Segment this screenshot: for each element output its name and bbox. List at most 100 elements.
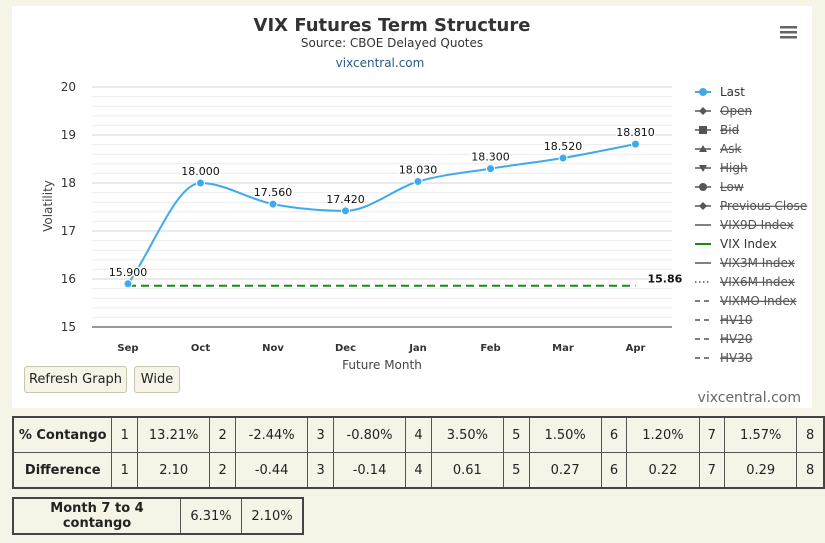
chart-panel: VIX Futures Term Structure Source: CBOE … (12, 6, 812, 408)
month-7-to-4-row: Month 7 to 4 contango 6.31% 2.10% (12, 497, 304, 535)
legend-label: Ask (720, 142, 741, 156)
contango-cell: 1.50% (528, 416, 602, 453)
month-number: 7 (698, 416, 726, 453)
legend-item[interactable]: Open (695, 104, 752, 118)
contango-row: % Contango 1 13.21% 2 -2.44% 3 -0.80% 4 … (12, 416, 825, 453)
last-data-point[interactable] (123, 279, 133, 289)
legend-item[interactable]: Ask (695, 142, 741, 156)
legend-label: VIX6M Index (720, 275, 795, 289)
contango-stats-table: % Contango 1 13.21% 2 -2.44% 3 -0.80% 4 … (12, 416, 825, 489)
legend-item[interactable]: VIX3M Index (695, 256, 795, 270)
wide-button[interactable]: Wide (134, 366, 180, 393)
last-data-label: 18.030 (399, 164, 438, 177)
difference-header: Difference (12, 452, 113, 489)
hamburger-menu-icon[interactable] (778, 23, 798, 41)
y-tick-label: 19 (61, 128, 76, 142)
last-data-point[interactable] (558, 153, 568, 163)
legend-label: Low (720, 180, 744, 194)
legend-item[interactable]: Bid (695, 123, 739, 137)
legend-item[interactable]: VIXMO Index (695, 294, 797, 308)
y-tick-label: 16 (61, 272, 76, 286)
chart-credit[interactable]: vixcentral.com (698, 390, 801, 406)
contango-cell: -2.44% (234, 416, 309, 453)
month-number: 4 (405, 416, 432, 453)
month-7-to-4-difference: 2.10% (241, 497, 304, 535)
last-data-point[interactable] (196, 178, 205, 188)
legend-item[interactable]: VIX6M Index (695, 275, 795, 289)
legend-label: HV20 (720, 332, 753, 346)
month-7-to-4-label: Month 7 to 4 contango (12, 497, 181, 535)
month-number: 5 (502, 452, 530, 489)
legend-circle-marker-icon (699, 183, 707, 191)
x-tick-label: Feb (480, 343, 500, 354)
contango-cell: 1.57% (724, 416, 798, 453)
x-tick-label: Oct (191, 343, 210, 354)
x-tick-label: Apr (626, 343, 646, 354)
refresh-graph-button[interactable]: Refresh Graph (24, 366, 127, 393)
legend-item[interactable]: Low (695, 180, 744, 194)
legend-label: Last (720, 85, 745, 99)
legend-item[interactable]: Previous Close (695, 199, 807, 213)
vix-index-data-label: 15.86 (648, 273, 683, 286)
x-tick-label: Jan (408, 343, 427, 354)
legend-label: Bid (720, 123, 739, 137)
last-data-point[interactable] (631, 139, 640, 149)
difference-cell: 0.27 (528, 452, 602, 489)
legend-item[interactable]: HV30 (695, 351, 753, 365)
month-7-to-4-table: Month 7 to 4 contango 6.31% 2.10% (12, 497, 304, 535)
legend-circle-marker-icon (699, 88, 707, 96)
last-data-point[interactable] (341, 206, 350, 216)
month-number: 6 (600, 416, 628, 453)
difference-cell: -0.14 (332, 452, 407, 489)
legend-square-marker-icon (699, 126, 707, 134)
contango-cell: 13.21% (136, 416, 211, 453)
month-number: 2 (209, 416, 236, 453)
legend-item[interactable]: VIX Index (695, 237, 777, 251)
legend-triangle-marker-icon (699, 145, 707, 152)
legend-item[interactable]: HV10 (695, 313, 753, 327)
month-number: 1 (111, 452, 138, 489)
legend-label: HV10 (720, 313, 753, 327)
source-link[interactable]: vixcentral.com (336, 56, 425, 70)
chart-subtitle: Source: CBOE Delayed Quotes (301, 36, 483, 50)
legend-diamond-marker-icon (699, 202, 707, 210)
contango-cell: 3.50% (430, 416, 504, 453)
legend-item[interactable]: VIX9D Index (695, 218, 794, 232)
month-number: 6 (600, 452, 628, 489)
legend-item[interactable]: High (695, 161, 748, 175)
last-data-label: 17.420 (326, 193, 365, 206)
last-data-point[interactable] (486, 164, 495, 174)
legend-triangle-down-marker-icon (699, 165, 707, 172)
legend-item[interactable]: HV20 (695, 332, 753, 346)
last-data-label: 15.900 (109, 266, 148, 279)
difference-row: Difference 1 2.10 2 -0.44 3 -0.14 4 0.61… (12, 452, 825, 489)
y-axis-label: Volatility (41, 180, 55, 232)
y-tick-label: 17 (61, 224, 76, 238)
last-data-label: 17.560 (254, 186, 293, 199)
x-tick-label: Dec (335, 343, 356, 354)
x-tick-label: Mar (552, 343, 574, 354)
legend-label: VIX9D Index (720, 218, 794, 232)
month-number: 8 (796, 416, 825, 453)
last-data-label: 18.300 (471, 151, 510, 164)
last-data-point[interactable] (268, 199, 278, 209)
month-number: 3 (307, 452, 334, 489)
legend-label: High (720, 161, 748, 175)
x-tick-label: Sep (117, 343, 138, 354)
vix-term-structure-chart: VIX Futures Term Structure Source: CBOE … (41, 15, 807, 406)
y-tick-label: 15 (61, 320, 76, 334)
month-7-to-4-percent: 6.31% (180, 497, 242, 535)
legend-label: Open (720, 104, 752, 118)
last-data-label: 18.000 (181, 165, 220, 178)
legend-item[interactable]: Last (695, 85, 745, 99)
difference-cell: 0.29 (724, 452, 798, 489)
x-axis-label: Future Month (342, 358, 422, 372)
last-data-point[interactable] (413, 177, 423, 187)
x-tick-label: Nov (262, 343, 284, 354)
month-number: 8 (796, 452, 825, 489)
y-tick-label: 18 (61, 176, 76, 190)
month-number: 5 (502, 416, 530, 453)
month-number: 4 (405, 452, 432, 489)
difference-cell: 0.61 (430, 452, 504, 489)
contango-cell: -0.80% (332, 416, 407, 453)
